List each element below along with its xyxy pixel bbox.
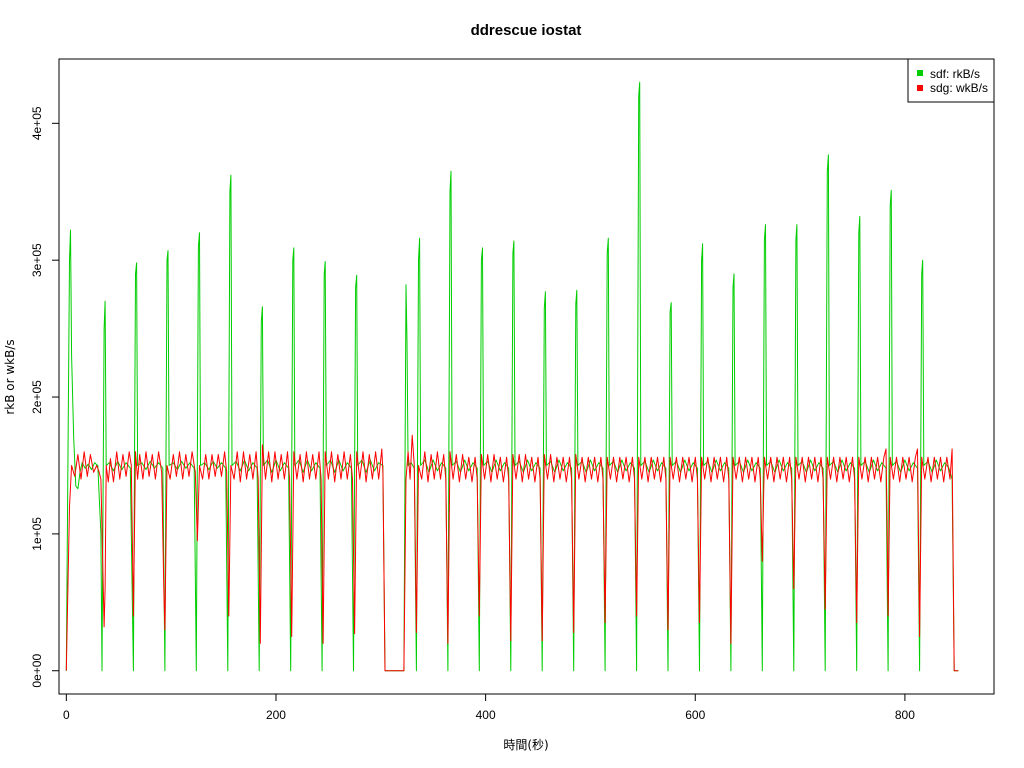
legend-swatch-sdf (917, 70, 923, 76)
legend-label-sdg: sdg: wkB/s (930, 81, 988, 95)
x-axis: 0 200 400 600 800 (63, 693, 915, 722)
x-tick-label: 800 (895, 708, 915, 722)
x-tick-label: 200 (266, 708, 286, 722)
y-axis: 0e+00 1e+05 2e+05 3e+05 4e+05 (30, 106, 60, 688)
x-axis-label: 時間(秒) (503, 738, 548, 752)
x-tick-label: 400 (476, 708, 496, 722)
y-tick-label: 2e+05 (30, 380, 44, 414)
chart-title: ddrescue iostat (471, 22, 582, 39)
series-line-sdf (65, 81, 959, 672)
legend: sdf: rkB/s sdg: wkB/s (907, 58, 995, 103)
plot-frame (58, 58, 995, 695)
legend-label-sdf: sdf: rkB/s (930, 67, 980, 81)
y-tick-label: 1e+05 (30, 517, 44, 551)
legend-box (907, 58, 995, 103)
x-tick-label: 0 (63, 708, 70, 722)
y-axis-label: rkB or wkB/s (3, 339, 17, 414)
series-layer (65, 81, 959, 672)
series-line-sdg (65, 434, 959, 672)
y-tick-label: 4e+05 (30, 106, 44, 140)
y-tick-label: 3e+05 (30, 243, 44, 277)
legend-swatch-sdg (917, 85, 923, 91)
x-tick-label: 600 (685, 708, 705, 722)
y-tick-label: 0e+00 (30, 654, 44, 688)
